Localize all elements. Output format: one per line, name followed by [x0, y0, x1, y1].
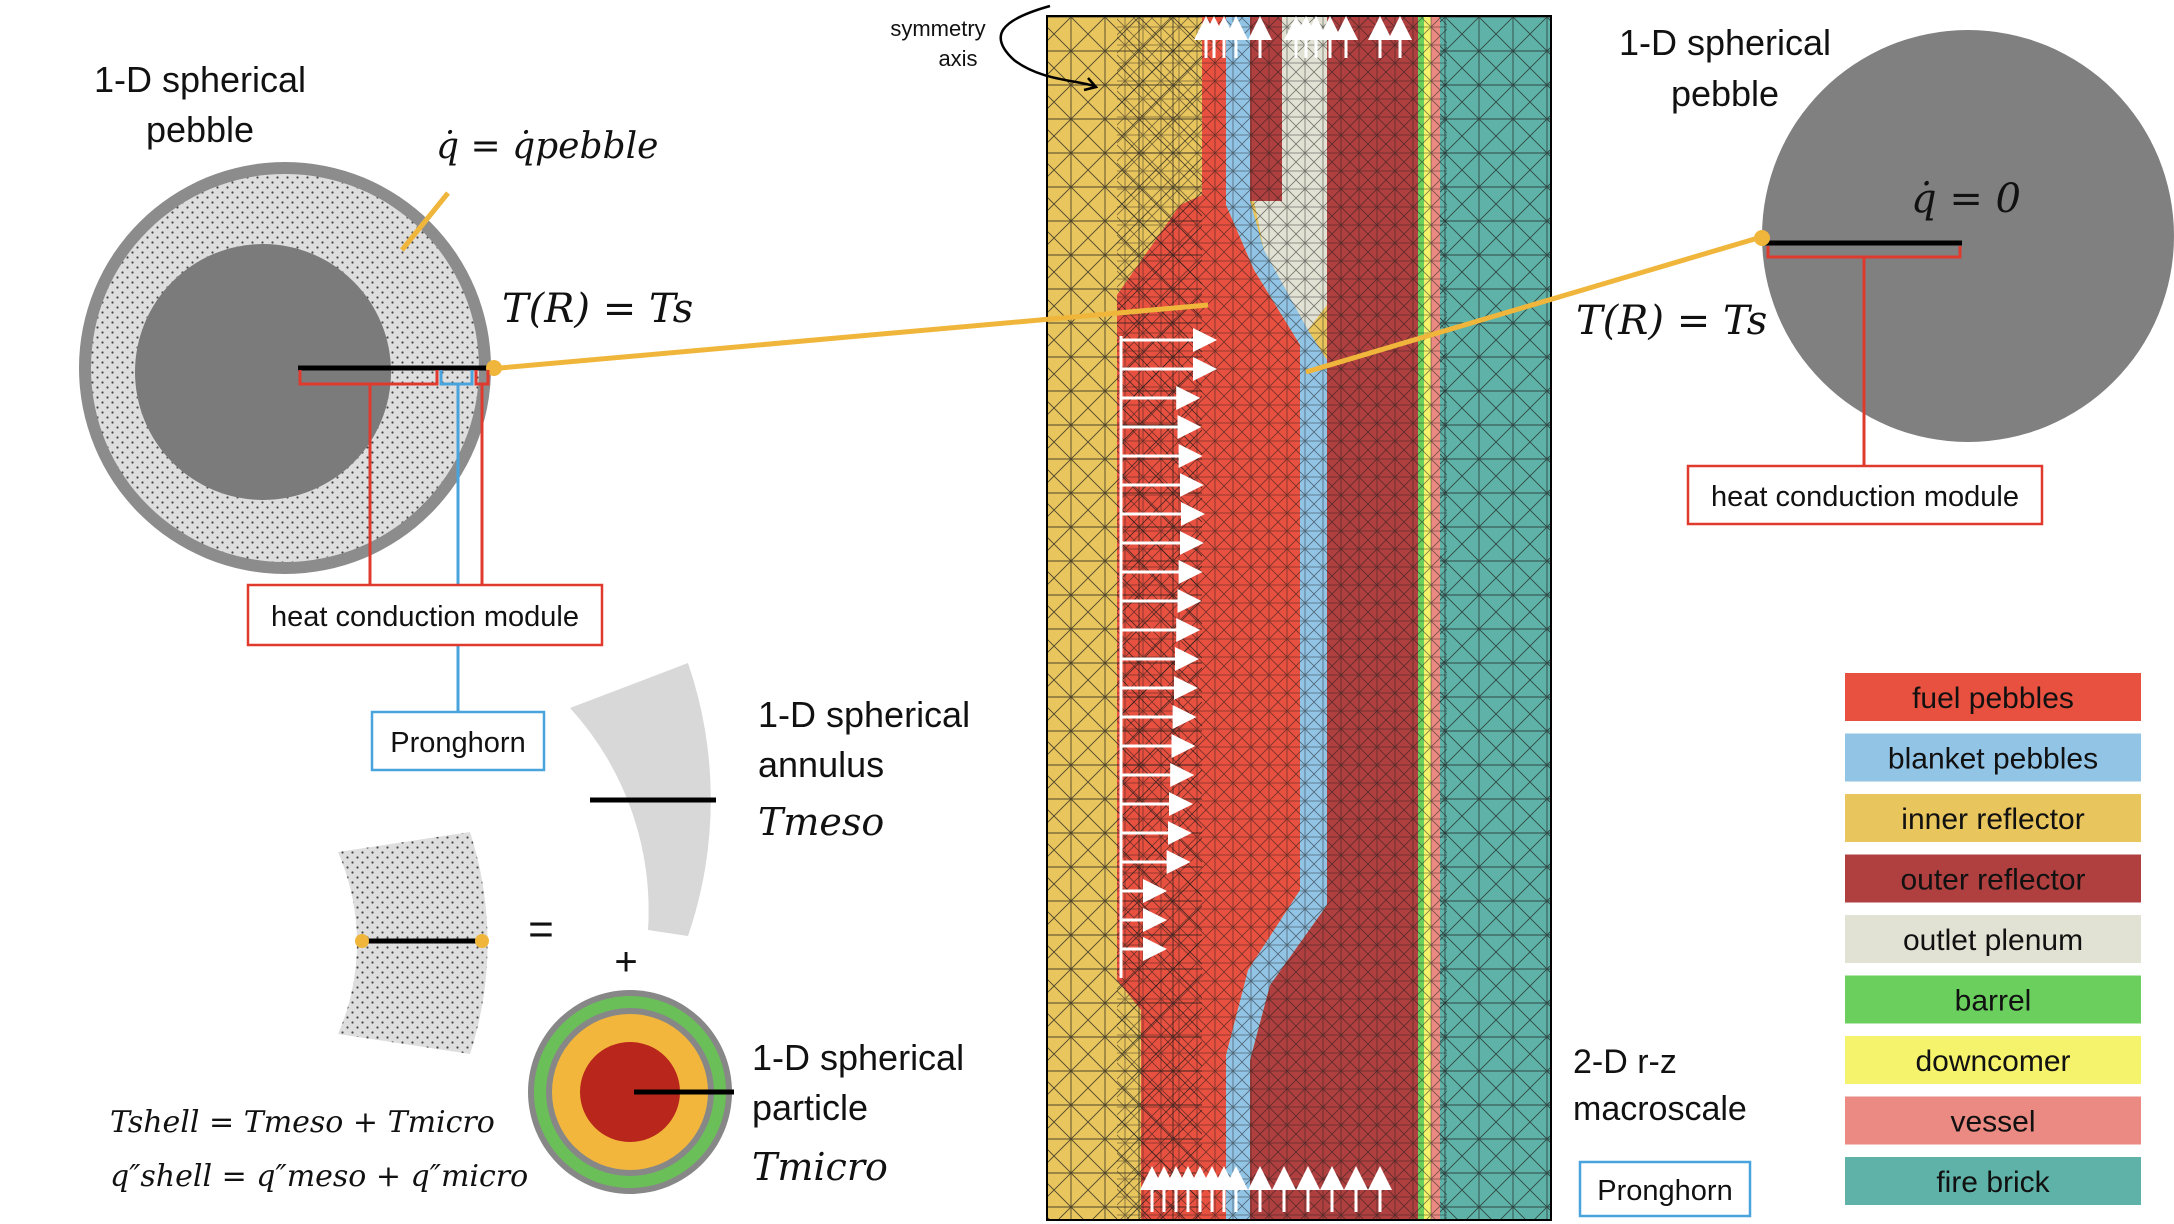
connector-fuel-to-left-pebble: [499, 302, 1209, 371]
velocity-arrows-horizontal: [1119, 328, 1217, 978]
legend-label-inner-reflector: inner reflector: [1901, 803, 2084, 836]
right-heat-conduction-module-label: heat conduction module: [1711, 481, 2019, 513]
reactor-mesh: symmetry axis 2-D r-z macroscale Prongho…: [890, 4, 1752, 1221]
legend-swatch-vessel: [1845, 1096, 2141, 1145]
equals-sign: =: [528, 905, 554, 954]
left-pebble-title-line2: pebble: [146, 109, 254, 150]
legend-swatch-outlet-plenum: [1845, 915, 2141, 963]
right-boundary-equation: T(R) = Ts: [1576, 298, 1767, 344]
particle-kernel: [580, 1042, 680, 1142]
wedge-inner-node: [355, 934, 369, 948]
legend: fuel pebbles blanket pebbles inner reflect…: [1845, 673, 2141, 1205]
legend-swatch-outer-reflector: [1845, 854, 2141, 903]
left-heat-source-equation: q̇ = q̇pebble: [436, 126, 658, 167]
shell-temperature-equation: Tshell = Tmeso + Tmicro: [110, 1105, 495, 1140]
plus-sign: +: [614, 940, 637, 984]
mesh-core: [1117, 16, 1447, 1220]
left-pebble-title-line1: 1-D spherical: [94, 59, 306, 100]
legend-swatch-fuel-pebbles: [1845, 673, 2141, 721]
right-pebble: 1-D spherical pebble q̇ = 0 T(R) = Ts he…: [1576, 22, 2174, 526]
left-heat-conduction-module-box: [246, 583, 604, 647]
mesh-fire-brick: [1440, 16, 1551, 1220]
macroscale-label-line2: macroscale: [1573, 1090, 1747, 1128]
velocity-arrows-vertical: [1140, 16, 1412, 1212]
left-pebble: 1-D spherical pebble q̇ = q̇pebble T(R) …: [79, 59, 693, 772]
pebble-inner-core: [135, 244, 391, 500]
right-pebble-surface-node: [1754, 230, 1770, 246]
symmetry-axis-arrowhead: [1083, 77, 1099, 92]
legend-label-blanket-pebbles: blanket pebbles: [1888, 743, 2098, 776]
legend-label-outlet-plenum: outlet plenum: [1903, 924, 2083, 957]
legend-swatch-blanket-pebbles: [1845, 733, 2141, 782]
right-heat-conduction-module-box: [1686, 464, 2044, 526]
particle-temperature: Tmicro: [752, 1145, 888, 1189]
symmetry-axis-arrow: [999, 4, 1095, 88]
pebble-surface-node: [486, 360, 502, 376]
right-pebble-title-line1: 1-D spherical: [1619, 22, 1831, 63]
legend-swatch-downcomer: [1845, 1036, 2141, 1084]
right-heat-source-equation: q̇ = 0: [1911, 176, 2021, 222]
annulus-title-line1: 1-D spherical: [758, 694, 970, 735]
symmetry-axis-label-line2: axis: [938, 46, 977, 71]
shell-flux-equation: q″shell = q″meso + q″micro: [110, 1159, 528, 1194]
legend-label-barrel: barrel: [1955, 985, 2032, 1018]
left-pronghorn-label: Pronghorn: [390, 727, 525, 759]
connector-blanket-to-right-pebble: [1305, 235, 1759, 375]
center-pronghorn-box: [1578, 1160, 1752, 1218]
shell-decomposition: = 1-D spherical annulus Tmeso + 1-D sphe…: [110, 663, 970, 1194]
heat-source-leader: [400, 191, 450, 252]
legend-swatch-fire-brick: [1845, 1157, 2141, 1205]
right-pebble-title-line2: pebble: [1671, 73, 1779, 114]
annulus-title-line2: annulus: [758, 744, 884, 785]
legend-swatch-barrel: [1845, 975, 2141, 1024]
legend-label-fuel-pebbles: fuel pebbles: [1912, 682, 2074, 715]
symmetry-axis-label-line1: symmetry: [890, 16, 985, 41]
particle-title-line1: 1-D spherical: [752, 1037, 964, 1078]
legend-label-vessel: vessel: [1950, 1106, 2035, 1139]
center-pronghorn-label: Pronghorn: [1597, 1175, 1732, 1207]
left-boundary-equation: T(R) = Ts: [502, 286, 693, 332]
wedge-outer-node: [475, 934, 489, 948]
left-heat-conduction-module-label: heat conduction module: [271, 601, 579, 633]
macroscale-label-line1: 2-D r-z: [1573, 1043, 1677, 1081]
legend-label-downcomer: downcomer: [1915, 1045, 2070, 1078]
legend-label-fire-brick: fire brick: [1936, 1166, 2050, 1199]
legend-label-outer-reflector: outer reflector: [1900, 864, 2085, 897]
particle-title-line2: particle: [752, 1087, 868, 1128]
left-pronghorn-box: [370, 710, 546, 772]
legend-swatch-inner-reflector: [1845, 794, 2141, 842]
annulus-temperature: Tmeso: [758, 800, 884, 844]
right-pebble-body: [1762, 30, 2174, 442]
